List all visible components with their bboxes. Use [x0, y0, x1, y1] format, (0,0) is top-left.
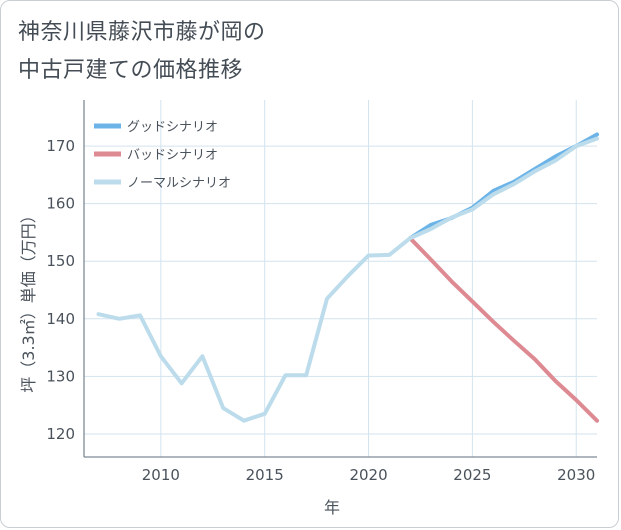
y-tick-label: 130 [46, 367, 75, 385]
legend-normal-label: ノーマルシナリオ [127, 176, 231, 191]
y-tick-label: 150 [46, 252, 75, 270]
legend-bad-label: バッドシナリオ [127, 148, 218, 163]
x-tick-label: 2025 [453, 466, 491, 484]
chart-title: 神奈川県藤沢市藤が岡の 中古戸建ての価格推移 [18, 14, 578, 90]
grid-lines [84, 100, 597, 457]
y-tick-label: 170 [46, 137, 75, 155]
x-axis-title: 年 [324, 498, 340, 517]
plot-area [84, 100, 597, 457]
chart-title-line-1: 神奈川県藤沢市藤が岡の [18, 20, 266, 45]
x-tick-label: 2015 [246, 466, 284, 484]
legend-good-label: グッドシナリオ [127, 120, 218, 135]
y-tick-label: 140 [46, 310, 75, 328]
x-tick-label: 2030 [557, 466, 595, 484]
bad-scenario-line [408, 236, 599, 423]
normal-scenario-line [96, 136, 599, 423]
x-tick-label: 2020 [349, 466, 387, 484]
y-tick-labels: 120 130 140 150 160 170 [46, 137, 75, 443]
y-tick-label: 160 [46, 195, 75, 213]
series-lines [96, 132, 599, 423]
y-axis-title: 坪（3.3㎡）単価（万円） [19, 207, 38, 392]
x-tick-label: 2010 [142, 466, 180, 484]
x-tick-labels: 2010 2015 2020 2025 2030 [142, 466, 596, 484]
chart-title-line-2: 中古戸建ての価格推移 [18, 58, 244, 83]
y-tick-label: 120 [46, 425, 75, 443]
